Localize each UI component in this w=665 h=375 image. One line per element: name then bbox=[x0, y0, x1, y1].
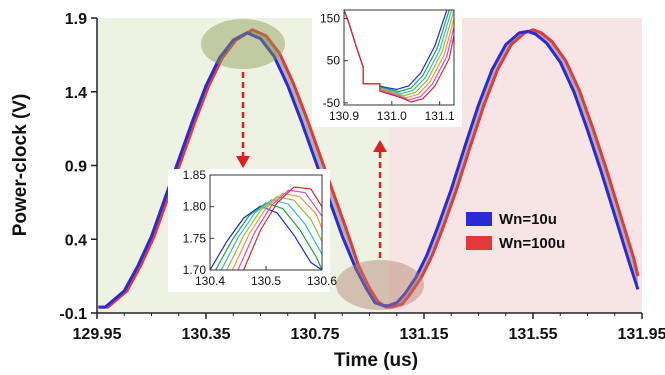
inset-x-tick-label: 130.4 bbox=[195, 274, 225, 288]
legend-label-1: Wn=100u bbox=[499, 235, 565, 252]
inset-peak-zoom: 130.4 130.5 130.6 1.70 1.75 1.80 1.85 bbox=[168, 168, 337, 292]
inset-y-tick-label: 50 bbox=[327, 54, 341, 68]
inset-y-tick-label: 1.80 bbox=[183, 200, 207, 214]
main-plot bbox=[98, 28, 640, 309]
series-line-wn-10u bbox=[98, 29, 640, 309]
inset-y-tick-label: 1.70 bbox=[183, 263, 207, 277]
x-tick-label: 129.95 bbox=[73, 326, 122, 343]
inset-x-tick-label: 130.6 bbox=[307, 274, 337, 288]
legend-label-0: Wn=10u bbox=[499, 211, 557, 228]
x-tick-label: 130.75 bbox=[291, 326, 340, 343]
x-tick-label: 131.55 bbox=[509, 326, 558, 343]
inset-x-tick-label: 130.9 bbox=[329, 109, 359, 123]
y-axis-label: Power-clock (V) bbox=[10, 94, 31, 237]
inset-background bbox=[168, 169, 330, 292]
axis-labels: Time (us) Power-clock (V) bbox=[10, 94, 418, 371]
inset-curve-5 bbox=[237, 189, 322, 270]
x-tick-label: 131.15 bbox=[400, 326, 449, 343]
peak-highlight-ellipse bbox=[201, 19, 285, 69]
inset-curves bbox=[210, 186, 322, 270]
x-tick-label: 130.35 bbox=[182, 326, 231, 343]
inset-y-tick-label: 1.85 bbox=[183, 168, 207, 182]
y-tick-label: 0.4 bbox=[65, 232, 87, 249]
legend-swatch-0 bbox=[466, 212, 492, 226]
inset-curve-1 bbox=[215, 202, 322, 270]
peak-arrow-head bbox=[236, 156, 250, 168]
inset-valley-zoom: 130.9 131.0 131.1 150 50 -50 bbox=[312, 4, 462, 127]
highlight-overlays bbox=[201, 19, 424, 310]
y-tick-label: -0.1 bbox=[59, 306, 87, 323]
legend: Wn=10u Wn=100u bbox=[466, 211, 565, 252]
inset-y-tick-label: 1.75 bbox=[183, 231, 207, 245]
x-axis-label: Time (us) bbox=[334, 350, 418, 371]
inset-curve-2 bbox=[220, 199, 322, 270]
inset-curve-6 bbox=[344, 10, 454, 103]
x-tick-label: 131.95 bbox=[618, 326, 665, 343]
inset-y-tick-label: -50 bbox=[323, 96, 341, 110]
main-axes: 129.95 130.35 130.75 131.15 131.55 131.95 -0.1… bbox=[59, 11, 665, 343]
inset-curves bbox=[344, 10, 454, 103]
valley-highlight-ellipse bbox=[336, 260, 424, 310]
y-tick-label: 1.9 bbox=[65, 11, 87, 28]
inset-curve-6 bbox=[243, 186, 322, 270]
inset-x-tick-label: 130.5 bbox=[251, 274, 281, 288]
inset-frame bbox=[343, 9, 455, 106]
y-tick-label: 1.4 bbox=[65, 85, 87, 102]
inset-curve-3 bbox=[226, 195, 322, 270]
inset-background bbox=[312, 4, 462, 127]
valley-arrow-head bbox=[373, 140, 387, 152]
legend-swatch-1 bbox=[466, 236, 492, 250]
inset-y-tick-label: 150 bbox=[320, 11, 340, 25]
inset-x-tick-label: 131.0 bbox=[377, 109, 407, 123]
inset-curve-4 bbox=[231, 192, 322, 270]
y-tick-label: 0.9 bbox=[65, 159, 87, 176]
inset-x-tick-label: 131.1 bbox=[425, 109, 455, 123]
